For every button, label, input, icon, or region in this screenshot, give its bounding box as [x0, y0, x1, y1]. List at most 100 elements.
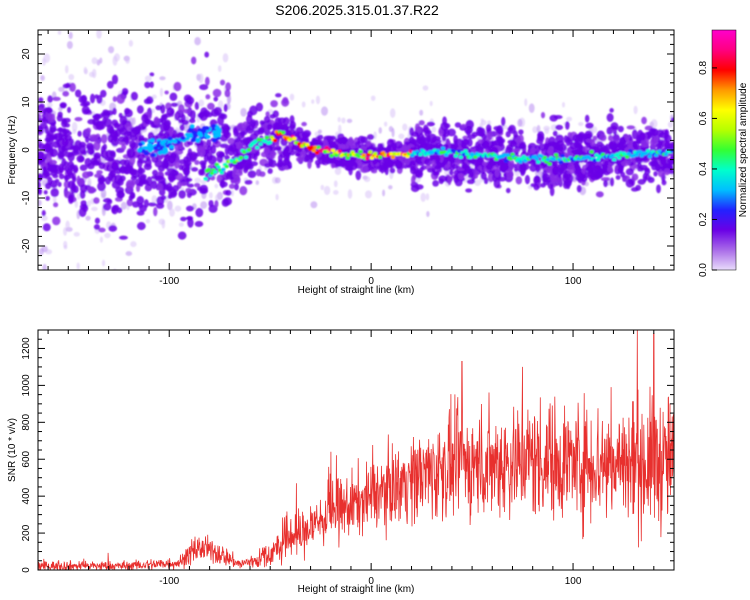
noise-blob — [40, 215, 48, 222]
band-blob — [57, 111, 63, 118]
colorbar-gradient — [712, 30, 736, 270]
band-blob — [631, 129, 638, 140]
band-blob — [265, 111, 270, 117]
band-blob — [126, 198, 134, 207]
band-blob — [52, 216, 61, 226]
branch-blob — [195, 137, 201, 142]
band-blob — [550, 174, 555, 185]
band-blob — [113, 122, 119, 129]
noise-blob — [56, 0, 62, 5]
noise-blob — [578, 121, 584, 127]
noise-blob — [68, 74, 75, 81]
band-blob — [656, 184, 661, 194]
band-blob — [136, 222, 146, 231]
band-blob — [185, 205, 194, 212]
noise-blob — [59, 289, 65, 295]
band-blob — [149, 72, 155, 77]
band-blob — [163, 153, 170, 162]
band-blob — [61, 117, 67, 125]
band-blob — [84, 157, 92, 167]
ridge-blob — [264, 135, 270, 140]
band-blob — [289, 120, 296, 129]
band-blob — [223, 197, 232, 206]
band-blob — [418, 120, 425, 126]
branch-blob — [144, 146, 150, 151]
band-blob — [214, 200, 219, 208]
y-tick-label: 200 — [21, 524, 32, 541]
noise-blob — [115, 20, 119, 30]
band-blob — [53, 202, 59, 208]
band-blob — [487, 131, 493, 141]
ridge-blob — [440, 146, 446, 151]
ridge-blob — [557, 157, 562, 162]
band-blob — [609, 177, 615, 187]
noise-blob — [209, 191, 213, 199]
y-tick-label: 20 — [21, 48, 32, 60]
band-blob — [194, 182, 201, 188]
band-blob — [234, 164, 241, 170]
band-blob — [236, 132, 245, 140]
band-blob — [207, 102, 215, 110]
band-blob — [45, 139, 50, 150]
band-blob — [65, 82, 71, 88]
noise-blob — [120, 201, 127, 210]
y-tick-label: 800 — [21, 414, 32, 431]
band-blob — [104, 156, 114, 161]
band-blob — [521, 144, 527, 155]
band-blob — [83, 109, 92, 114]
ridge-blob — [361, 153, 367, 157]
band-blob — [118, 166, 128, 173]
y-tick-label: 10 — [21, 96, 32, 108]
band-blob — [497, 136, 503, 144]
band-blob — [558, 166, 564, 175]
band-blob — [138, 136, 145, 143]
noise-blob — [84, 68, 88, 75]
noise-blob — [48, 15, 54, 23]
band-blob — [111, 161, 119, 170]
band-blob — [449, 169, 454, 176]
band-blob — [435, 164, 442, 169]
band-blob — [138, 166, 143, 175]
band-blob — [184, 168, 190, 177]
band-blob — [218, 151, 225, 157]
band-blob — [191, 56, 197, 65]
band-blob — [260, 151, 269, 158]
noise-blob — [341, 117, 346, 124]
branch-blob — [167, 136, 173, 141]
colorbar-label: Normalized spectral amplitude — [738, 82, 749, 217]
band-blob — [259, 171, 266, 177]
band-blob — [222, 125, 231, 132]
band-blob — [540, 111, 546, 119]
band-blob — [263, 115, 271, 124]
noise-blob — [214, 194, 221, 201]
band-blob — [639, 132, 646, 141]
band-blob — [462, 135, 469, 140]
band-blob — [78, 95, 87, 104]
ridge-blob — [610, 153, 615, 158]
band-blob — [132, 201, 140, 208]
band-blob — [414, 123, 421, 132]
band-blob — [617, 166, 624, 174]
band-blob — [274, 122, 284, 130]
band-blob — [255, 150, 260, 157]
band-blob — [102, 202, 112, 211]
ridge-blob — [654, 153, 659, 157]
noise-blob — [480, 118, 484, 123]
ridge-blob — [334, 153, 339, 157]
band-blob — [64, 175, 69, 183]
y-tick-label: 1200 — [21, 337, 32, 360]
band-blob — [308, 150, 314, 161]
noise-blob — [52, 195, 57, 203]
ridge-blob — [292, 136, 297, 141]
band-blob — [485, 124, 492, 133]
ridge-blob — [595, 157, 601, 162]
band-blob — [641, 116, 647, 125]
band-blob — [447, 175, 452, 186]
band-blob — [555, 124, 564, 131]
band-blob — [224, 89, 231, 98]
ridge-blob — [647, 154, 652, 159]
noise-blob — [425, 193, 430, 201]
band-blob — [267, 168, 273, 174]
ridge-blob — [368, 150, 373, 154]
